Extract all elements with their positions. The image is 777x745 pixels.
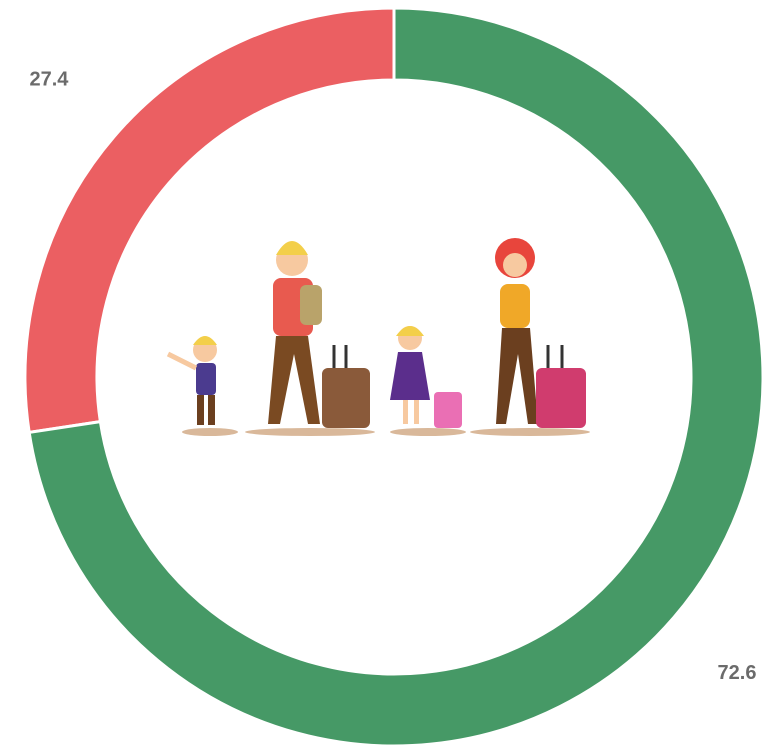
illustration <box>168 238 590 436</box>
value-label: 72.6 <box>718 662 757 684</box>
value-label: 27.4 <box>29 69 69 91</box>
page: 72.627.4 (() => { const data = JSON.pars… <box>0 0 777 745</box>
chart: 72.6 27.4 <box>0 0 777 745</box>
